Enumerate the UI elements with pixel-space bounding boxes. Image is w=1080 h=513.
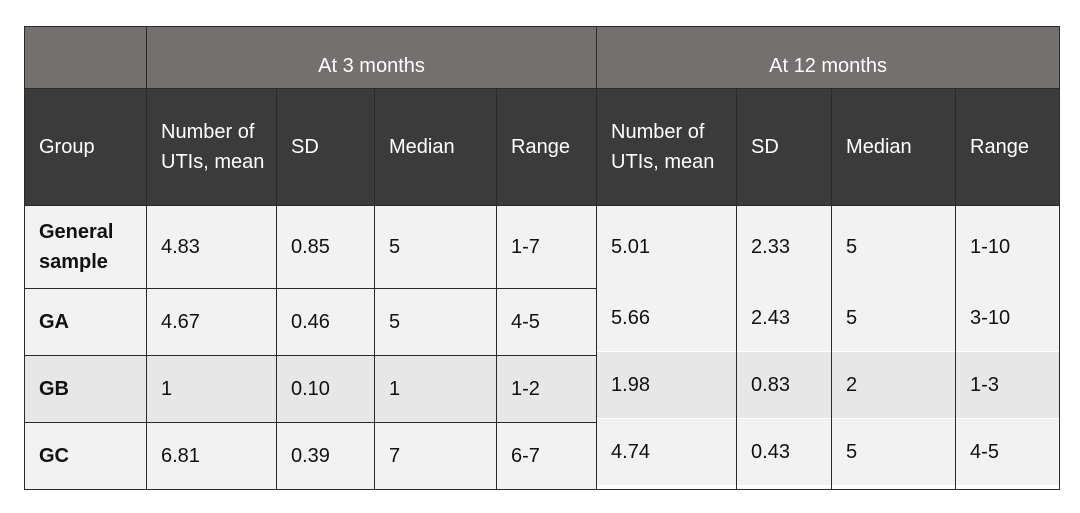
period-header-3-months: At 3 months (145, 26, 598, 89)
table-row: GB 1 0.10 1 1-2 1.98 0.83 2 1-3 (24, 351, 1061, 423)
mean-3m-cell: 4.67 (146, 288, 277, 356)
group-cell: General sample (24, 205, 147, 289)
column-header-mean-12m: Number of UTIs, mean (596, 88, 738, 206)
range-12m-cell: 4-5 (955, 418, 1061, 486)
mean-12m-cell: 5.01 (596, 205, 738, 289)
sd-3m-cell: 0.85 (276, 205, 375, 289)
period-header-row: At 3 months At 12 months (24, 26, 1061, 89)
mean-3m-cell: 4.83 (146, 205, 277, 289)
uti-results-table: At 3 months At 12 months Group Number of… (24, 26, 1061, 490)
range-12m-cell: 1-10 (955, 205, 1061, 289)
column-header-mean-3m: Number of UTIs, mean (146, 88, 277, 206)
sd-12m-cell: 2.33 (736, 205, 833, 289)
column-header-median-3m: Median (374, 88, 497, 206)
mean-12m-cell: 5.66 (596, 284, 738, 352)
range-12m-cell: 3-10 (955, 284, 1061, 352)
sd-12m-cell: 0.83 (736, 351, 833, 419)
group-cell: GB (24, 355, 147, 423)
median-3m-cell: 7 (374, 422, 497, 490)
column-header-sd-3m: SD (276, 88, 375, 206)
median-3m-cell: 5 (374, 205, 497, 289)
median-12m-cell: 5 (831, 205, 957, 289)
median-12m-cell: 5 (831, 284, 957, 352)
period-header-12-months: At 12 months (596, 26, 1061, 89)
column-header-range-3m: Range (495, 88, 598, 206)
sd-12m-cell: 0.43 (736, 418, 833, 486)
period-header-blank (24, 26, 147, 89)
column-header-range-12m: Range (955, 88, 1061, 206)
column-header-median-12m: Median (831, 88, 957, 206)
mean-12m-cell: 4.74 (596, 418, 738, 486)
sd-3m-cell: 0.39 (276, 422, 375, 490)
median-12m-cell: 2 (831, 351, 957, 419)
table-row: GA 4.67 0.46 5 4-5 5.66 2.43 5 3-10 (24, 284, 1061, 356)
table-row: GC 6.81 0.39 7 6-7 4.74 0.43 5 4-5 (24, 418, 1061, 490)
range-12m-cell: 1-3 (955, 351, 1061, 419)
group-cell: GA (24, 288, 147, 356)
range-3m-cell: 1-7 (495, 205, 598, 289)
median-12m-cell: 5 (831, 418, 957, 486)
mean-12m-cell: 1.98 (596, 351, 738, 419)
sd-3m-cell: 0.10 (276, 355, 375, 423)
sd-12m-cell: 2.43 (736, 284, 833, 352)
range-3m-cell: 1-2 (495, 355, 598, 423)
mean-3m-cell: 1 (146, 355, 277, 423)
table-row: General sample 4.83 0.85 5 1-7 5.01 2.33… (24, 205, 1061, 289)
mean-3m-cell: 6.81 (146, 422, 277, 490)
sd-3m-cell: 0.46 (276, 288, 375, 356)
median-3m-cell: 1 (374, 355, 497, 423)
column-header-group: Group (24, 88, 147, 206)
range-3m-cell: 4-5 (495, 288, 598, 356)
group-cell: GC (24, 422, 147, 490)
column-header-sd-12m: SD (736, 88, 833, 206)
range-3m-cell: 6-7 (495, 422, 598, 490)
median-3m-cell: 5 (374, 288, 497, 356)
column-header-row: Group Number of UTIs, mean SD Median Ran… (24, 88, 1061, 206)
